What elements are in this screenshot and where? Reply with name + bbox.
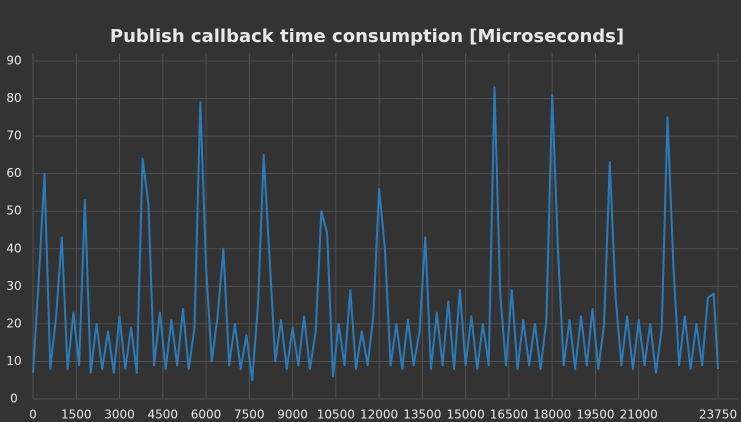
y-tick-label: 60 xyxy=(6,166,21,180)
data-line xyxy=(32,86,719,382)
x-tick-label: 12000 xyxy=(360,408,398,422)
x-tick-label: 6000 xyxy=(191,408,222,422)
x-tick-label: 21000 xyxy=(620,408,658,422)
x-tick-label: 13500 xyxy=(403,408,441,422)
y-tick-label: 90 xyxy=(6,54,21,68)
x-tick-label: 16500 xyxy=(490,408,528,422)
y-tick-label: 30 xyxy=(6,279,21,293)
y-tick-label: 40 xyxy=(6,241,21,255)
chart-title: Publish callback time consumption [Micro… xyxy=(110,26,624,47)
y-tick-label: 20 xyxy=(6,316,21,330)
y-tick-label: 10 xyxy=(6,354,21,368)
x-tick-label: 3000 xyxy=(104,408,135,422)
y-tick-label: 0 xyxy=(10,392,18,406)
y-tick-label: 80 xyxy=(6,91,21,105)
x-tick-label: 18000 xyxy=(533,408,571,422)
x-tick-label: 0 xyxy=(29,408,37,422)
y-tick-label: 50 xyxy=(6,204,21,218)
x-tick-label: 23750 xyxy=(699,408,737,422)
x-tick-label: 19500 xyxy=(576,408,614,422)
x-tick-label: 15000 xyxy=(447,408,485,422)
x-tick-label: 9000 xyxy=(277,408,308,422)
y-tick-label: 70 xyxy=(6,129,21,143)
x-tick-label: 4500 xyxy=(148,408,179,422)
x-tick-label: 7500 xyxy=(234,408,265,422)
x-tick-label: 1500 xyxy=(61,408,92,422)
x-tick-label: 10500 xyxy=(317,408,355,422)
